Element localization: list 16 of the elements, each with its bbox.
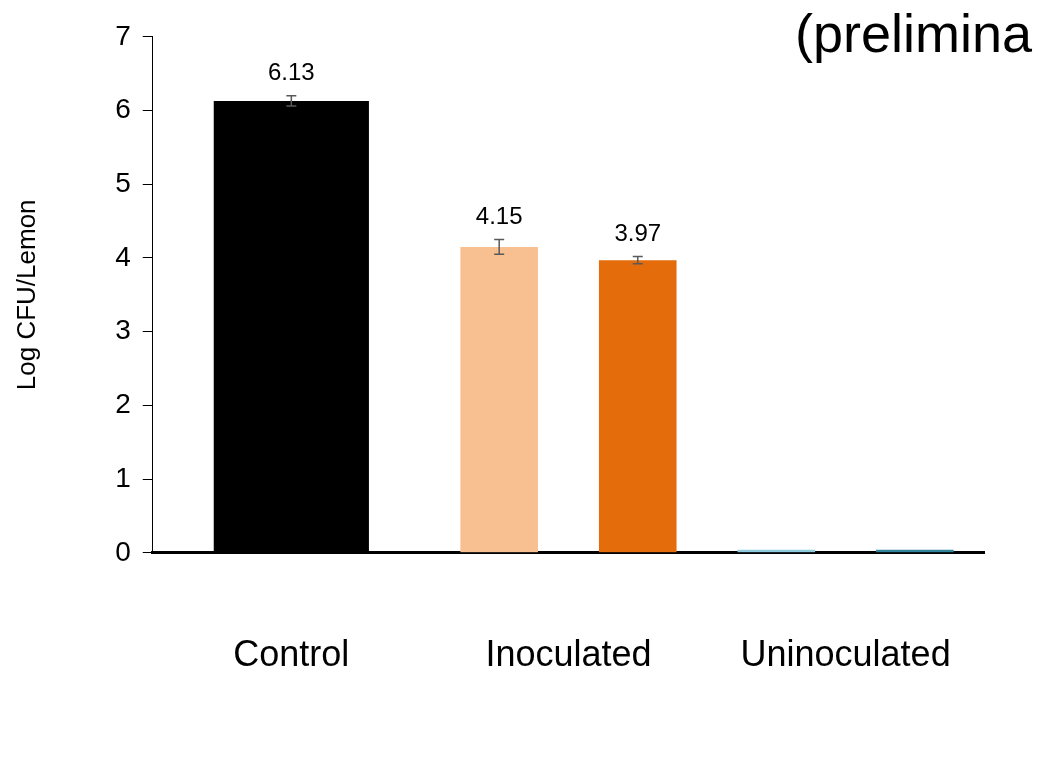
y-tick-label: 0: [115, 535, 131, 567]
x-tick-label: Control: [233, 633, 350, 675]
y-axis-title: Log CFU/Lemon: [10, 199, 41, 391]
x-tick-label: Uninoculated: [740, 633, 951, 675]
y-tick-label: 1: [115, 461, 131, 493]
y-tick-label: 4: [115, 240, 131, 272]
y-tick-label: 7: [115, 19, 131, 51]
chart-title: (prelimina: [794, 2, 1033, 63]
y-tick-label: 3: [115, 314, 131, 346]
y-tick-label: 2: [115, 388, 131, 420]
data-label: 3.97: [614, 219, 662, 247]
data-label: 4.15: [475, 202, 523, 230]
x-tick-label: Inoculated: [485, 633, 652, 675]
y-tick-label: 5: [115, 166, 131, 198]
y-tick-label: 6: [115, 93, 131, 125]
data-label: 6.13: [267, 58, 315, 86]
